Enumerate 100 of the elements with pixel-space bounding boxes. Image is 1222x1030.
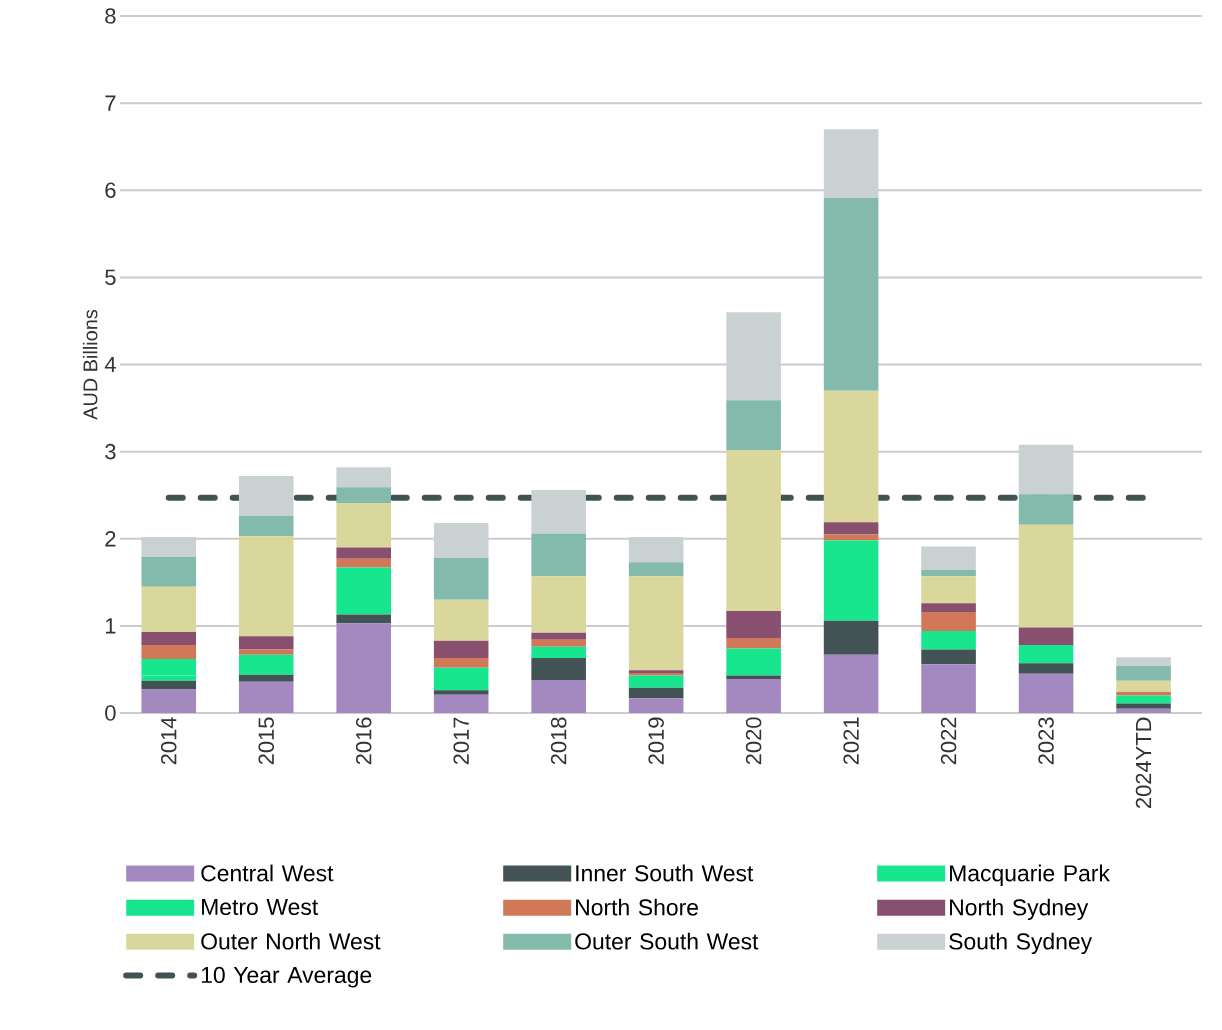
bar — [433, 523, 489, 558]
legend-label: North Sydney — [950, 898, 1089, 921]
y-tick-label: 6 — [105, 182, 116, 199]
bar — [823, 522, 879, 535]
bar — [336, 558, 391, 568]
bar — [823, 620, 879, 655]
bar — [433, 690, 489, 695]
x-tick-label: 2023 — [1038, 717, 1054, 765]
bar — [726, 312, 781, 401]
bar — [921, 603, 976, 612]
legend-label: Metro West — [202, 899, 319, 916]
x-tick-label: 2014 — [160, 717, 177, 765]
bar — [141, 689, 197, 713]
legend-label: Central West — [201, 864, 334, 882]
bar — [531, 632, 586, 640]
y-tick-label: 4 — [104, 356, 116, 373]
bar — [238, 649, 294, 655]
legend-label: 10 Year Average — [201, 966, 372, 988]
bar — [726, 648, 781, 676]
bar — [1018, 444, 1074, 495]
bar — [238, 536, 294, 637]
x-tick-label: 2017 — [453, 717, 469, 765]
bar — [531, 576, 586, 633]
legend-label: Outer South West — [575, 932, 759, 950]
bar — [141, 631, 197, 646]
bar — [1116, 703, 1171, 709]
legend-label: Macquarie Park — [950, 864, 1110, 886]
bar — [531, 646, 586, 659]
bar — [433, 557, 489, 600]
bar — [1018, 524, 1074, 628]
bar — [921, 631, 976, 650]
x-tick-label: 2019 — [648, 717, 664, 765]
x-tick-label: 2016 — [355, 717, 372, 765]
y-tick-label: 8 — [105, 8, 116, 24]
legend-label: Outer North West — [201, 932, 381, 950]
bar — [1018, 663, 1074, 674]
bar — [823, 198, 879, 391]
bar — [141, 537, 197, 558]
x-tick-label: 2018 — [550, 717, 567, 765]
bar — [1018, 627, 1074, 646]
bar — [921, 664, 976, 713]
bar — [336, 547, 391, 559]
bar — [238, 636, 294, 650]
bar — [141, 586, 197, 632]
bar — [433, 694, 489, 713]
y-tick-label: 3 — [105, 443, 116, 460]
x-tick-label: 2024YTD — [1135, 717, 1152, 809]
bar — [628, 537, 684, 563]
bar — [433, 667, 489, 691]
bar — [921, 546, 976, 571]
bar — [433, 658, 489, 668]
bar — [141, 557, 197, 587]
bar — [823, 534, 879, 541]
bar — [1116, 680, 1171, 693]
bar — [1116, 695, 1171, 704]
bar — [823, 654, 879, 713]
bar — [238, 681, 294, 713]
bar — [141, 680, 197, 690]
y-tick-label: 2 — [105, 531, 116, 547]
bar — [433, 640, 489, 659]
bar — [1116, 692, 1171, 696]
bar — [921, 611, 976, 632]
bar — [238, 674, 294, 682]
bar — [433, 599, 489, 641]
bar — [628, 698, 684, 713]
bar — [726, 400, 781, 450]
bar — [1116, 657, 1171, 666]
y-axis-title: AUD Billions — [82, 309, 98, 420]
bar — [1018, 673, 1074, 713]
bar — [823, 129, 879, 199]
bar — [531, 533, 586, 577]
bar — [336, 487, 391, 504]
bar — [921, 649, 976, 665]
bar — [531, 658, 586, 680]
bar — [336, 623, 391, 713]
bar — [726, 638, 781, 649]
y-tick-label: 0 — [105, 705, 116, 721]
bar — [1018, 645, 1074, 664]
bar — [238, 516, 294, 537]
y-tick-label: 1 — [105, 618, 116, 634]
bar — [238, 654, 294, 675]
legend-label: South Sydney — [949, 932, 1093, 955]
y-tick-label: 7 — [105, 95, 116, 111]
bar — [628, 562, 684, 577]
bar — [141, 645, 197, 659]
bar — [336, 503, 391, 548]
legend-label: North Shore — [576, 898, 698, 916]
bar — [726, 611, 781, 639]
bar — [823, 390, 879, 523]
bar — [921, 576, 976, 604]
bar — [1116, 708, 1171, 713]
x-tick-label: 2020 — [745, 717, 762, 765]
bar — [336, 567, 391, 612]
x-tick-label: 2015 — [258, 717, 274, 765]
x-tick-label: 2022 — [940, 717, 957, 765]
bar — [726, 449, 781, 612]
bar — [238, 476, 294, 517]
x-tick-label: 2021 — [843, 717, 859, 765]
bar — [921, 570, 976, 577]
bar — [336, 467, 391, 488]
